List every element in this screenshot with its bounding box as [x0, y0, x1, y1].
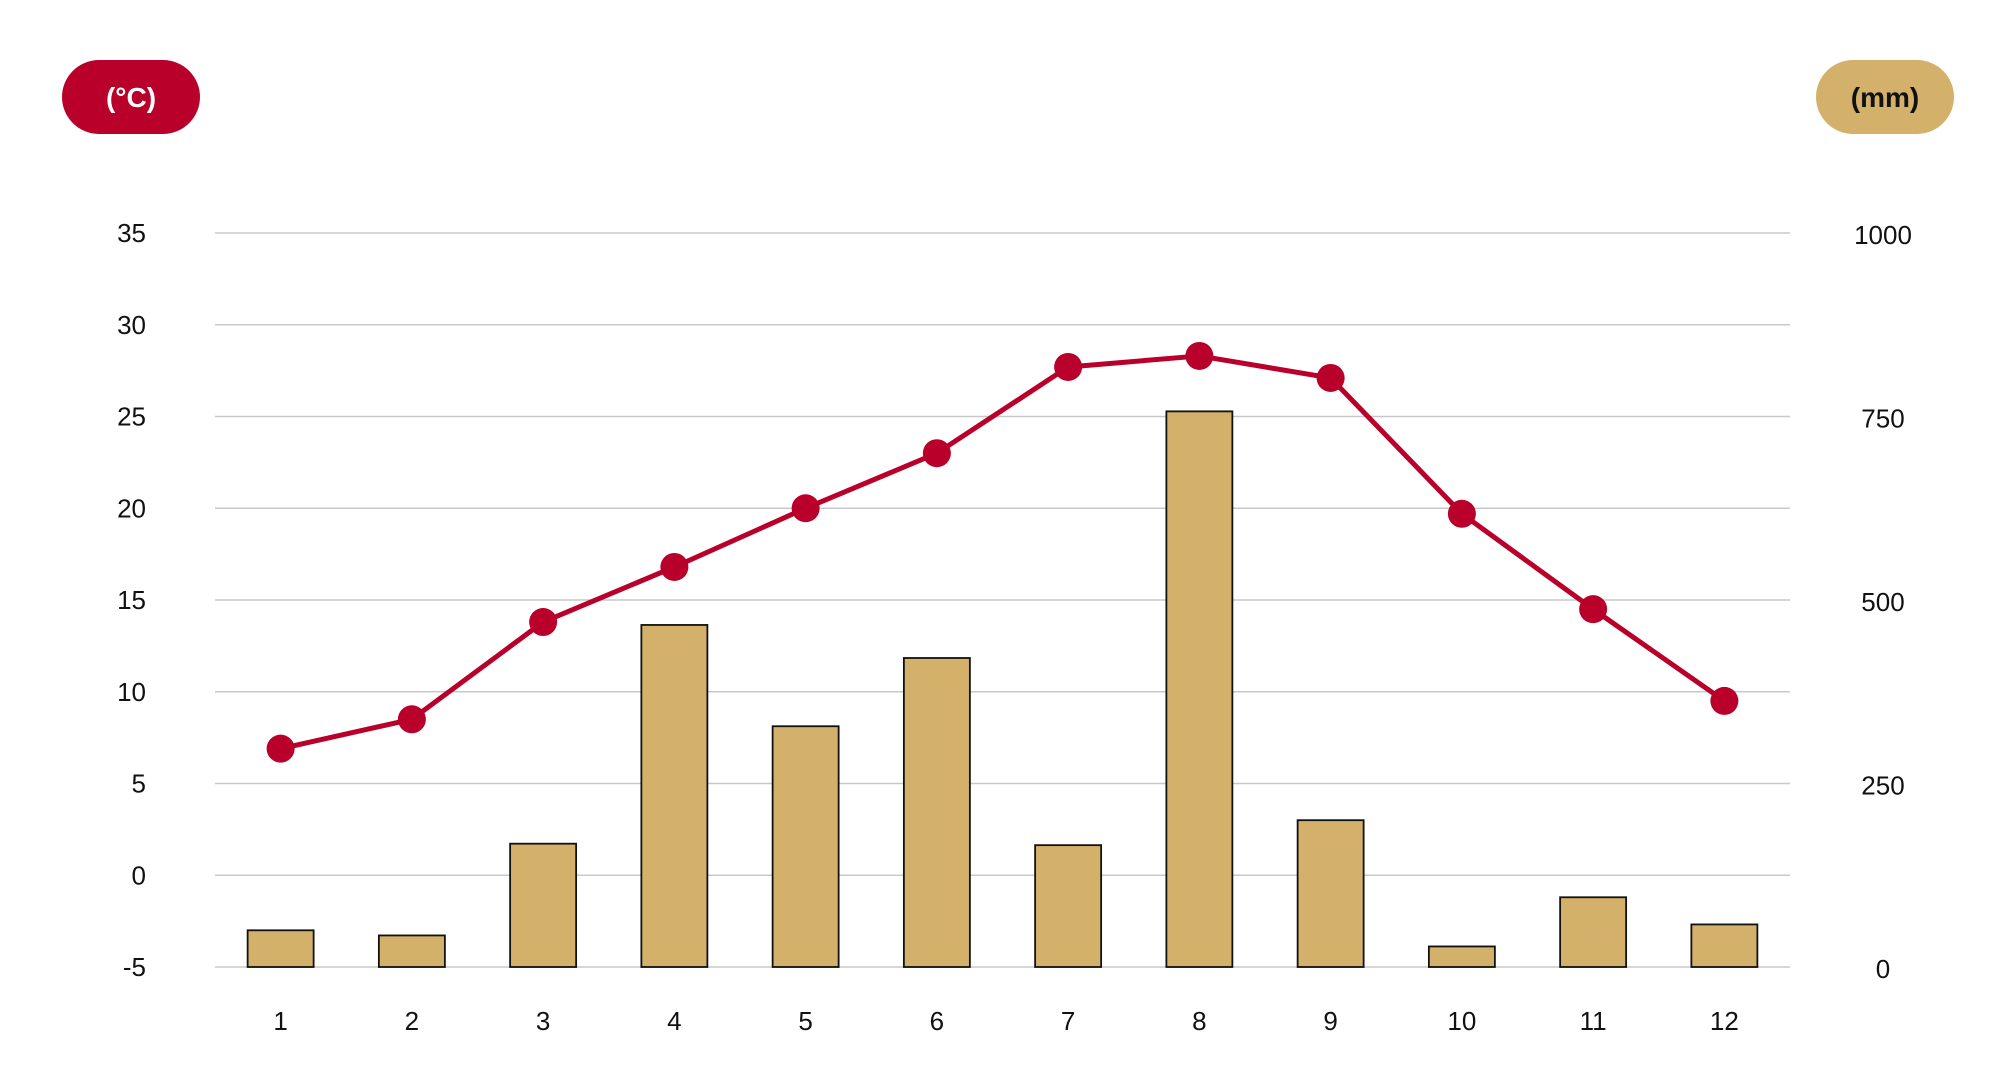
precipitation-bar	[377, 934, 446, 968]
left-unit-badge: (°C)	[62, 60, 200, 134]
temperature-point	[1316, 363, 1345, 392]
right-tick-label: 1000	[1854, 220, 1912, 250]
x-tick-label: 12	[1710, 1006, 1739, 1036]
right-tick-label: 0	[1876, 954, 1890, 984]
precipitation-bar	[1034, 844, 1103, 968]
temperature-point	[1579, 595, 1608, 624]
x-tick-label: 7	[1061, 1006, 1075, 1036]
left-tick-label: 30	[117, 310, 146, 340]
x-tick-label: 11	[1580, 1006, 1607, 1036]
right-tick-label: 250	[1861, 771, 1904, 801]
precipitation-bar	[1559, 896, 1628, 968]
x-tick-label: 6	[930, 1006, 944, 1036]
right-unit-badge-background	[1816, 60, 1954, 134]
left-tick-label: 0	[132, 860, 146, 890]
precipitation-bar	[1296, 819, 1365, 968]
temperature-point	[1447, 499, 1476, 528]
left-tick-label: 35	[117, 218, 146, 248]
left-tick-label: -5	[123, 952, 146, 982]
temperature-point	[922, 439, 951, 468]
temperature-line	[266, 341, 1739, 763]
x-tick-label: 4	[667, 1006, 681, 1036]
x-tick-label: 10	[1447, 1006, 1476, 1036]
precipitation-bar	[640, 624, 709, 968]
temperature-line-path	[280, 353, 1726, 752]
x-tick-label: 8	[1192, 1006, 1206, 1036]
right-tick-label: 750	[1861, 404, 1904, 434]
x-tick-label: 9	[1323, 1006, 1337, 1036]
x-axis-ticks: 1 2 3 4 5 6 7 8 9 10 11 12	[273, 1006, 1738, 1036]
x-tick-label: 5	[798, 1006, 812, 1036]
temperature-point	[1054, 352, 1083, 381]
temperature-point	[529, 608, 558, 637]
right-tick-label: 500	[1861, 587, 1904, 617]
precipitation-bar	[246, 929, 315, 968]
temperature-point	[397, 705, 426, 734]
precipitation-bar	[902, 657, 971, 968]
temperature-point	[791, 494, 820, 523]
left-tick-label: 5	[132, 769, 146, 799]
x-tick-label: 2	[405, 1006, 419, 1036]
right-unit-label: (mm)	[1851, 82, 1919, 113]
precipitation-bar	[1427, 945, 1496, 968]
right-axis-ticks: 1000 750 500 250 0	[1854, 220, 1912, 984]
left-tick-label: 20	[117, 493, 146, 523]
temperature-point	[660, 552, 689, 581]
temperature-point	[1185, 341, 1214, 370]
precipitation-bar	[1165, 410, 1234, 968]
precipitation-bars	[246, 410, 1759, 968]
left-unit-badge-background	[62, 60, 200, 134]
left-tick-label: 10	[117, 677, 146, 707]
left-unit-label: (°C)	[106, 82, 156, 113]
x-tick-label: 3	[536, 1006, 550, 1036]
left-axis-ticks: 35 30 25 20 15 10 5 0 -5	[117, 218, 146, 982]
left-tick-label: 15	[117, 585, 146, 615]
left-tick-label: 25	[117, 402, 146, 432]
x-tick-label: 1	[273, 1006, 287, 1036]
precipitation-bar	[771, 725, 840, 968]
precipitation-bar	[1690, 923, 1759, 968]
right-unit-badge: (mm)	[1816, 60, 1954, 134]
temperature-point	[266, 734, 295, 763]
temperature-point	[1710, 686, 1739, 715]
precipitation-bar	[509, 842, 578, 968]
gridlines	[215, 232, 1790, 968]
